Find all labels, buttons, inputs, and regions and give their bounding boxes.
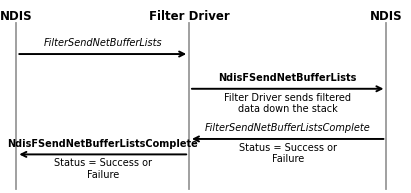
Text: NdisFSendNetBufferListsComplete: NdisFSendNetBufferListsComplete [7,139,198,149]
Text: NDIS: NDIS [370,10,403,23]
Text: NdisFSendNetBufferLists: NdisFSendNetBufferLists [219,73,357,83]
Text: FilterSendNetBufferListsComplete: FilterSendNetBufferListsComplete [205,123,371,133]
Text: FilterSendNetBufferLists: FilterSendNetBufferLists [44,38,162,48]
Text: Status = Success or
Failure: Status = Success or Failure [54,158,152,180]
Text: Filter Driver sends filtered
data down the stack: Filter Driver sends filtered data down t… [224,93,351,114]
Text: NDIS: NDIS [0,10,33,23]
Text: Filter Driver: Filter Driver [149,10,229,23]
Text: Status = Success or
Failure: Status = Success or Failure [239,143,337,164]
